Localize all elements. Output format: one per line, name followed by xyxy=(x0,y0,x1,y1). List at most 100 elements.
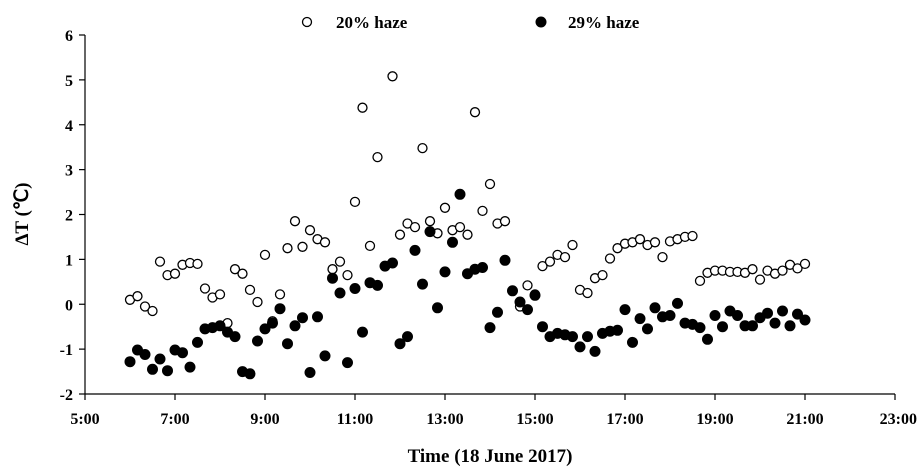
point-29-haze xyxy=(154,353,166,365)
x-tick-label: 11:00 xyxy=(337,411,373,428)
point-20-haze xyxy=(604,253,616,264)
point-29-haze xyxy=(514,296,526,308)
point-20-haze xyxy=(132,291,143,302)
point-29-haze xyxy=(792,308,803,320)
point-29-haze xyxy=(304,367,316,378)
point-29-haze xyxy=(289,320,301,332)
y-axis-ticks: -2 -1 0 1 2 3 4 5 6 xyxy=(60,28,85,404)
point-20-haze xyxy=(199,283,211,294)
point-29-haze xyxy=(297,312,308,324)
point-20-haze xyxy=(754,274,766,285)
point-20-haze xyxy=(792,263,803,274)
point-29-haze xyxy=(349,283,361,294)
point-29-haze xyxy=(387,257,398,269)
point-20-haze xyxy=(372,151,383,163)
point-29-haze xyxy=(769,317,781,329)
point-29-haze xyxy=(439,266,451,278)
point-29-haze xyxy=(567,331,578,343)
y-tick-label: 5 xyxy=(65,73,73,90)
point-20-haze xyxy=(477,205,488,217)
point-20-haze xyxy=(394,229,406,240)
x-tick-label: 9:00 xyxy=(250,411,279,428)
point-20-haze xyxy=(687,230,698,242)
point-20-haze xyxy=(327,264,338,275)
point-29-haze xyxy=(589,345,601,357)
point-20-haze xyxy=(799,258,811,270)
point-20-haze xyxy=(259,249,271,261)
x-tick-label: 15:00 xyxy=(516,411,553,428)
point-20-haze xyxy=(304,225,316,236)
legend-label-20-haze: 20% haze xyxy=(336,13,408,32)
point-29-haze xyxy=(319,350,331,362)
point-20-haze xyxy=(357,102,368,113)
point-29-haze xyxy=(649,302,661,314)
point-20-haze xyxy=(244,284,256,296)
point-29-haze xyxy=(477,262,488,273)
x-tick-label: 19:00 xyxy=(696,411,733,428)
point-29-haze xyxy=(184,361,196,373)
x-tick-label: 21:00 xyxy=(786,411,823,428)
point-29-haze xyxy=(582,331,593,343)
point-29-haze xyxy=(522,304,533,316)
point-29-haze xyxy=(139,349,151,360)
point-29-haze xyxy=(612,324,623,336)
point-20-haze xyxy=(274,289,286,300)
point-29-haze xyxy=(244,368,256,380)
legend-marker-20-haze xyxy=(301,16,313,28)
point-29-haze xyxy=(327,272,338,284)
point-29-haze xyxy=(124,356,136,368)
y-tick-label: -2 xyxy=(60,387,73,404)
point-20-haze xyxy=(469,107,481,118)
point-29-haze xyxy=(492,306,503,318)
point-20-haze xyxy=(229,264,241,275)
y-tick-label: 4 xyxy=(65,118,73,135)
point-29-haze xyxy=(627,336,638,348)
point-29-haze xyxy=(499,254,511,266)
point-29-haze xyxy=(409,244,421,256)
y-axis-title: ΔT (℃) xyxy=(12,183,33,246)
point-20-haze xyxy=(582,287,593,299)
point-20-haze xyxy=(439,202,451,213)
legend-marker-29-haze xyxy=(535,16,547,28)
point-29-haze xyxy=(394,338,406,350)
point-20-haze xyxy=(252,296,263,308)
point-20-haze xyxy=(192,258,203,270)
point-20-haze xyxy=(694,275,706,287)
point-29-haze xyxy=(619,304,631,316)
x-tick-label: 17:00 xyxy=(606,411,643,428)
point-20-haze xyxy=(154,256,166,267)
point-29-haze xyxy=(192,336,203,348)
x-tick-label: 23:00 xyxy=(880,411,917,428)
point-29-haze xyxy=(507,285,518,297)
point-20-haze xyxy=(214,289,226,300)
point-20-haze xyxy=(349,196,361,208)
point-20-haze xyxy=(139,301,151,312)
point-20-haze xyxy=(417,142,428,154)
point-29-haze xyxy=(702,333,713,345)
point-20-haze xyxy=(462,229,473,240)
series-20-haze xyxy=(124,71,811,329)
point-20-haze xyxy=(342,269,353,281)
point-29-haze xyxy=(732,310,743,321)
point-29-haze xyxy=(709,310,721,321)
point-20-haze xyxy=(747,264,758,275)
point-29-haze xyxy=(162,365,173,377)
point-29-haze xyxy=(252,335,263,347)
point-20-haze xyxy=(237,268,248,279)
point-29-haze xyxy=(214,320,226,332)
point-20-haze xyxy=(634,234,646,245)
point-29-haze xyxy=(282,338,293,350)
point-29-haze xyxy=(177,347,188,359)
point-29-haze xyxy=(762,307,773,319)
point-20-haze xyxy=(597,269,608,281)
point-29-haze xyxy=(747,320,758,332)
point-20-haze xyxy=(319,237,331,248)
y-tick-label: 1 xyxy=(65,252,73,269)
point-29-haze xyxy=(529,289,541,301)
point-20-haze xyxy=(657,251,668,263)
point-29-haze xyxy=(424,226,436,238)
point-29-haze xyxy=(484,322,496,334)
legend: 20% haze 29% haze xyxy=(301,13,640,32)
point-29-haze xyxy=(634,313,646,325)
